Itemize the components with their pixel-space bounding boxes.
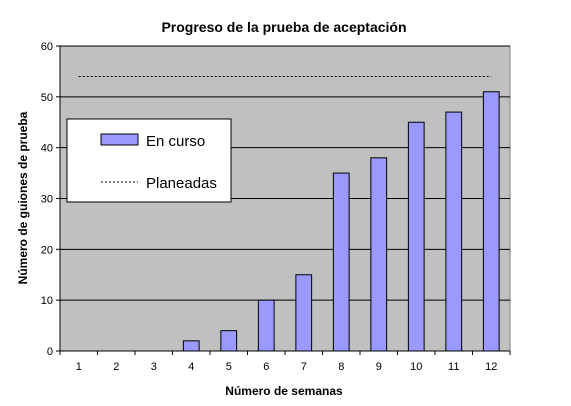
y-tick-label: 10 [41,295,53,307]
bar [482,91,500,352]
x-tick-label: 5 [226,361,232,373]
legend: En curso Planeadas [66,118,232,203]
x-axis-label: Número de semanas [225,384,343,398]
x-tick-label: 2 [113,361,119,373]
x-tick-label: 6 [263,361,269,373]
x-tick-label: 11 [448,361,459,373]
chart-title: Progreso de la prueba de aceptación [161,19,406,35]
x-tick-label: 7 [301,361,307,373]
bar [370,157,388,352]
x-tick-label: 4 [188,361,194,373]
bar [220,330,238,352]
y-tick-label: 30 [41,194,53,206]
y-axis-label: Número de guiones de prueba [16,111,30,284]
bar-series-en-curso [182,91,500,352]
x-tick-label: 8 [338,361,344,373]
x-tick-label: 10 [410,361,422,373]
x-axis-ticks: 1 2 3 4 5 6 7 8 9 10 11 12 [59,351,511,373]
y-axis-ticks: 0 10 20 30 40 50 60 [41,41,60,358]
bar [407,121,425,352]
bar [182,340,200,352]
x-tick-label: 3 [151,361,157,373]
x-tick-label: 12 [485,361,497,373]
y-tick-label: 20 [41,244,53,256]
y-tick-label: 40 [41,143,53,155]
x-tick-label: 1 [76,361,82,373]
y-tick-label: 50 [41,92,53,104]
legend-label-en-curso: En curso [146,133,205,150]
legend-box [66,118,232,203]
legend-label-planeadas: Planeadas [146,175,217,192]
bar [295,274,313,352]
x-tick-label: 9 [376,361,382,373]
bar [332,172,350,352]
bar [445,111,463,352]
legend-swatch-en-curso [100,133,139,146]
y-tick-label: 0 [47,346,53,358]
y-tick-label: 60 [41,41,53,53]
bar [257,299,275,352]
